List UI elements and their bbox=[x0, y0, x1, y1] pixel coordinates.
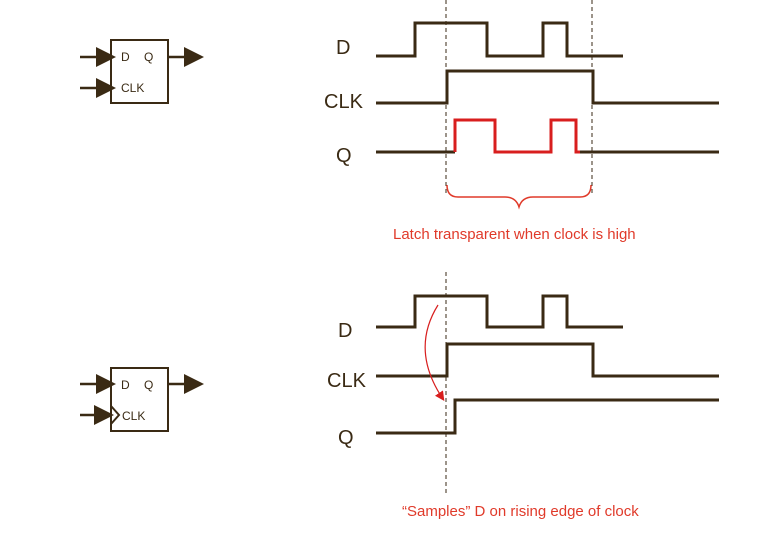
latch-q-waveform-transparent bbox=[453, 118, 580, 154]
latch-signal-clk-label: CLK bbox=[324, 91, 364, 113]
flipflop-box-d-label: D bbox=[121, 378, 130, 392]
latch-box-d-label: D bbox=[121, 50, 130, 64]
flipflop-caption: “Samples” D on rising edge of clock bbox=[402, 503, 639, 520]
latch-box bbox=[110, 39, 169, 104]
flipflop-q-waveform bbox=[376, 398, 719, 435]
flipflop-box-q-label: Q bbox=[144, 378, 153, 392]
flipflop-d-waveform bbox=[376, 294, 623, 329]
latch-transparent-brace bbox=[446, 184, 592, 210]
latch-clk-waveform bbox=[376, 69, 719, 105]
sampling-arrow bbox=[424, 304, 445, 401]
flipflop-box-clk-label: CLK bbox=[122, 409, 145, 423]
flipflop-clk-waveform bbox=[376, 342, 719, 378]
flipflop-symbol: D Q CLK bbox=[80, 367, 204, 432]
latch-box-clk-label: CLK bbox=[121, 81, 144, 95]
flipflop-box bbox=[110, 367, 169, 432]
latch-signal-q-label: Q bbox=[336, 145, 352, 167]
latch-signal-d-label: D bbox=[336, 37, 350, 59]
clock-edge-triangle-icon bbox=[110, 405, 121, 425]
latch-d-waveform bbox=[376, 21, 623, 58]
latch-section: D Q CLK D CLK Q Latch transparent when c… bbox=[80, 0, 719, 243]
latch-symbol: D Q CLK bbox=[80, 39, 204, 104]
latch-box-q-label: Q bbox=[144, 50, 153, 64]
flipflop-section: D Q CLK D CLK Q “Samples” D on rising ed… bbox=[80, 272, 719, 520]
flipflop-signal-clk-label: CLK bbox=[327, 370, 367, 392]
latch-caption: Latch transparent when clock is high bbox=[393, 226, 636, 243]
flipflop-signal-q-label: Q bbox=[338, 427, 354, 449]
flipflop-signal-d-label: D bbox=[338, 320, 352, 342]
